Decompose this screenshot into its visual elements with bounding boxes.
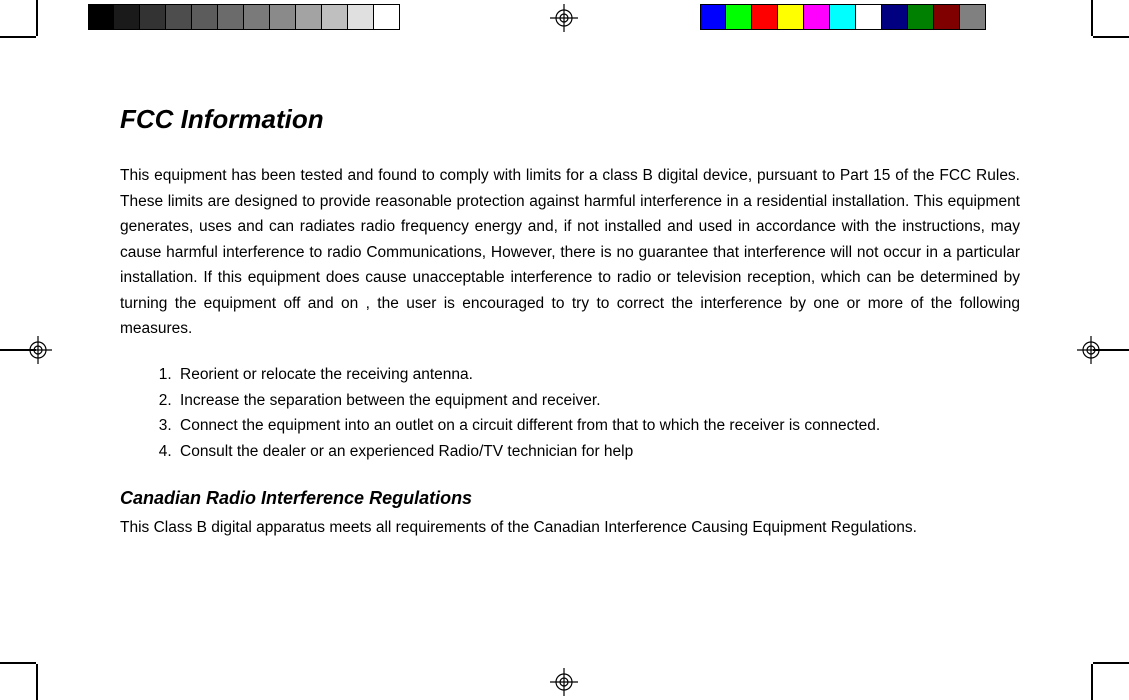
swatch	[752, 4, 778, 30]
page-title: FCC Information	[120, 104, 1020, 135]
swatch	[830, 4, 856, 30]
swatch	[908, 4, 934, 30]
swatch	[244, 4, 270, 30]
swatch	[114, 4, 140, 30]
list-item: Reorient or relocate the receiving anten…	[176, 362, 1020, 388]
swatch	[348, 4, 374, 30]
crop-mark	[1093, 662, 1129, 664]
list-item: Increase the separation between the equi…	[176, 388, 1020, 414]
list-item: Consult the dealer or an experienced Rad…	[176, 439, 1020, 465]
swatch	[804, 4, 830, 30]
registration-mark-icon	[1077, 336, 1105, 364]
crop-mark	[1093, 36, 1129, 38]
swatch	[322, 4, 348, 30]
swatch	[960, 4, 986, 30]
swatch	[726, 4, 752, 30]
swatch	[192, 4, 218, 30]
measures-list: Reorient or relocate the receiving anten…	[120, 362, 1020, 464]
crop-mark	[36, 664, 38, 700]
crop-mark	[0, 662, 36, 664]
swatch	[296, 4, 322, 30]
registration-mark-icon	[550, 668, 578, 696]
grayscale-bar	[88, 4, 400, 30]
crop-mark	[0, 36, 36, 38]
registration-mark-icon	[550, 4, 578, 32]
swatch	[140, 4, 166, 30]
swatch	[856, 4, 882, 30]
section-subheading: Canadian Radio Interference Regulations	[120, 488, 1020, 509]
color-bar	[700, 4, 986, 30]
fcc-paragraph: This equipment has been tested and found…	[120, 163, 1020, 342]
swatch	[882, 4, 908, 30]
crop-mark	[36, 0, 38, 36]
swatch	[166, 4, 192, 30]
swatch	[218, 4, 244, 30]
swatch	[270, 4, 296, 30]
crop-mark	[1091, 0, 1093, 36]
swatch	[934, 4, 960, 30]
document-content: FCC Information This equipment has been …	[120, 104, 1020, 541]
swatch	[374, 4, 400, 30]
canadian-paragraph: This Class B digital apparatus meets all…	[120, 515, 1020, 541]
swatch	[88, 4, 114, 30]
list-item: Connect the equipment into an outlet on …	[176, 413, 1020, 439]
swatch	[778, 4, 804, 30]
registration-mark-icon	[24, 336, 52, 364]
crop-mark	[1091, 664, 1093, 700]
swatch	[700, 4, 726, 30]
